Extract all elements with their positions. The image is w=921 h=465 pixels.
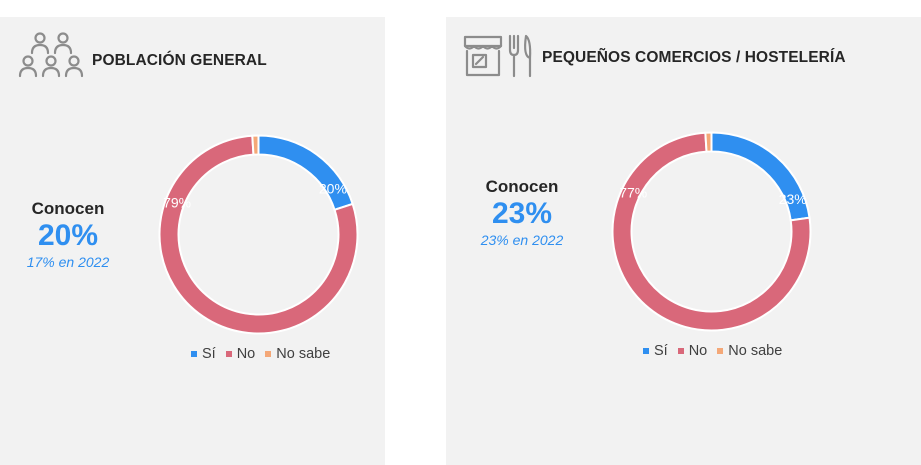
- callout-value: 20%: [37, 219, 99, 252]
- awareness-callout: Conocen 20% 17% en 2022: [0, 199, 138, 271]
- legend-item-no-sabe: No sabe: [265, 346, 330, 362]
- legend-swatch: [677, 348, 684, 354]
- awareness-callout: Conocen 23% 23% en 2022: [452, 177, 592, 249]
- slice-si: [257, 134, 354, 212]
- callout-label: Conocen: [485, 177, 559, 196]
- callout-previous-year: 17% en 2022: [26, 254, 110, 270]
- legend-label: No sabe: [728, 343, 783, 359]
- chart-title: PEQUEÑOS COMERCIOS / HOSTELERÍA: [542, 49, 846, 66]
- data-label: 79%: [163, 194, 191, 210]
- legend-label: No: [236, 346, 256, 362]
- legend-label: Sí: [654, 343, 668, 359]
- legend-swatch: [643, 348, 649, 354]
- shop-and-cutlery-icon: [463, 34, 532, 78]
- legend-item-si: Sí: [191, 346, 216, 362]
- callout-value: 23%: [491, 197, 553, 230]
- chart-panel-small-business: PEQUEÑOS COMERCIOS / HOSTELERÍA 23% 77% S…: [446, 17, 921, 465]
- slice-no: [158, 134, 359, 335]
- chart-legend: Sí No No sabe: [643, 343, 782, 359]
- data-label: 20%: [319, 180, 347, 196]
- legend-item-no: No: [225, 346, 256, 362]
- slice-no: [611, 131, 812, 332]
- people-group-icon: [18, 32, 84, 78]
- legend-swatch: [717, 348, 724, 354]
- donut-chart: 23% 77%: [611, 131, 812, 332]
- legend-swatch: [225, 351, 232, 357]
- legend-item-no-sabe: No sabe: [717, 343, 782, 359]
- donut-chart: 20% 79%: [158, 134, 359, 335]
- legend-label: No sabe: [276, 346, 331, 362]
- legend-item-no: No: [677, 343, 708, 359]
- legend-label: Sí: [202, 346, 216, 362]
- data-label: 77%: [619, 184, 647, 200]
- legend-item-si: Sí: [643, 343, 668, 359]
- chart-panel-general-population: POBLACIÓN GENERAL Conocen 20% 17% en 202…: [0, 17, 385, 465]
- chart-legend: Sí No No sabe: [191, 346, 330, 362]
- callout-previous-year: 23% en 2022: [480, 232, 564, 248]
- slice-no-sabe: [251, 134, 260, 156]
- slice-si: [710, 131, 811, 222]
- legend-swatch: [191, 351, 197, 357]
- slice-no-sabe: [704, 131, 713, 153]
- legend-swatch: [265, 351, 272, 357]
- chart-title: POBLACIÓN GENERAL: [92, 52, 267, 69]
- data-label: 23%: [779, 191, 807, 207]
- legend-label: No: [688, 343, 708, 359]
- callout-label: Conocen: [31, 199, 105, 218]
